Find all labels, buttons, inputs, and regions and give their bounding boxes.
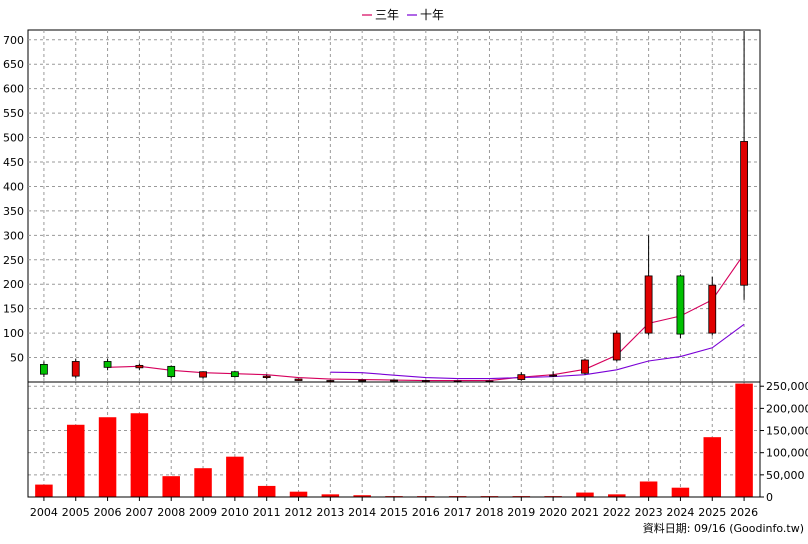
x-tick-label: 2017 xyxy=(444,506,472,519)
x-tick-label: 2012 xyxy=(285,506,313,519)
volume-tick-label: 0 xyxy=(766,491,773,504)
x-tick-label: 2024 xyxy=(666,506,694,519)
volume-tick-label: 100,000 xyxy=(766,447,808,460)
price-tick-label: 600 xyxy=(3,83,24,96)
price-tick-label: 500 xyxy=(3,132,24,145)
volume-panel-frame xyxy=(27,381,761,498)
candle-body xyxy=(740,141,748,286)
volume-grid xyxy=(28,382,760,497)
volume-tick-label: 150,000 xyxy=(766,425,808,438)
candle-body xyxy=(40,363,48,375)
volume-bar xyxy=(671,487,690,497)
x-axis: 2004 2005 2006 2007 2008 2009 2010 2011 2012 2013… xyxy=(30,497,758,519)
price-tick-label: 650 xyxy=(3,58,24,71)
x-tick-label: 2009 xyxy=(189,506,217,519)
price-tick-label: 550 xyxy=(3,107,24,120)
volume-bar xyxy=(608,494,626,497)
candle-body xyxy=(549,374,558,377)
volume-bar xyxy=(194,468,212,497)
legend: 三年 十年 xyxy=(362,8,444,22)
x-tick-label: 2022 xyxy=(603,506,631,519)
volume-bar xyxy=(162,476,180,497)
x-tick-label: 2019 xyxy=(507,506,535,519)
x-tick-label: 2021 xyxy=(571,506,599,519)
price-tick-label: 400 xyxy=(3,180,24,193)
candle-body xyxy=(262,375,271,378)
x-tick-label: 2007 xyxy=(125,506,153,519)
x-tick-label: 2008 xyxy=(157,506,185,519)
x-tick-label: 2006 xyxy=(94,506,122,519)
x-tick-label: 2015 xyxy=(380,506,408,519)
candle-body xyxy=(199,371,207,378)
volume-bar xyxy=(735,383,753,497)
candle-body xyxy=(230,371,239,378)
price-tick-label: 300 xyxy=(3,229,24,242)
volume-bars xyxy=(35,383,753,497)
candle-body xyxy=(135,364,144,369)
candle-body xyxy=(612,332,621,361)
volume-bar xyxy=(353,495,371,497)
volume-axis: 0 50,000 100,000 150,000 200,000 250,000 xyxy=(760,380,808,504)
price-tick-label: 700 xyxy=(3,34,24,47)
candle-body xyxy=(708,284,717,334)
x-tick-label: 2010 xyxy=(221,506,249,519)
volume-bar xyxy=(289,491,308,497)
volume-bar xyxy=(321,494,340,497)
x-tick-label: 2004 xyxy=(30,506,58,519)
x-tick-label: 2020 xyxy=(539,506,567,519)
volume-bar xyxy=(703,437,722,497)
x-tick-label: 2011 xyxy=(253,506,281,519)
candle-body xyxy=(676,275,685,335)
x-tick-label: 2005 xyxy=(62,506,90,519)
x-tick-label: 2023 xyxy=(635,506,663,519)
volume-tick-label: 50,000 xyxy=(766,469,805,482)
candle-body xyxy=(167,365,176,378)
candle-body xyxy=(581,359,589,374)
footnote: 資料日期: 09/16 (Goodinfo.tw) xyxy=(643,521,804,535)
x-tick-label: 2018 xyxy=(475,506,503,519)
volume-bar xyxy=(98,417,117,497)
x-tick-label: 2014 xyxy=(348,506,376,519)
candle-body xyxy=(294,378,303,381)
price-tick-label: 200 xyxy=(3,278,24,291)
volume-tick-label: 250,000 xyxy=(766,380,808,393)
candle-body xyxy=(103,361,112,368)
x-tick-label: 2026 xyxy=(730,506,758,519)
volume-bar xyxy=(35,484,53,497)
legend-label: 十年 xyxy=(420,8,444,22)
price-tick-label: 100 xyxy=(3,327,24,340)
volume-bar xyxy=(130,413,149,497)
x-tick-label: 2016 xyxy=(412,506,440,519)
volume-bar xyxy=(226,456,244,497)
price-tick-label: 450 xyxy=(3,156,24,169)
price-axis: 50 100 150 200 250 300 350 400 450 500 550 600 650 70… xyxy=(3,34,24,365)
candle-body xyxy=(358,379,367,382)
volume-tick-label: 200,000 xyxy=(766,402,808,415)
price-tick-label: 350 xyxy=(3,205,24,218)
x-tick-label: 2025 xyxy=(698,506,726,519)
series-line-ten-year xyxy=(330,323,745,380)
price-tick-label: 150 xyxy=(3,303,24,316)
candles xyxy=(40,30,748,383)
volume-bar xyxy=(576,492,594,497)
price-tick-label: 250 xyxy=(3,254,24,267)
price-grid xyxy=(28,30,760,382)
candle-body xyxy=(326,380,335,382)
volume-bar xyxy=(66,424,85,497)
candle-body xyxy=(644,275,653,334)
candle-body xyxy=(421,380,430,382)
volume-bar xyxy=(639,481,658,497)
candle-body xyxy=(390,379,398,382)
volume-bar xyxy=(257,485,276,497)
candle-body xyxy=(71,361,80,377)
candle-body xyxy=(517,374,526,380)
legend-label: 三年 xyxy=(375,8,399,22)
x-tick-label: 2013 xyxy=(316,506,344,519)
price-tick-label: 50 xyxy=(10,352,24,365)
